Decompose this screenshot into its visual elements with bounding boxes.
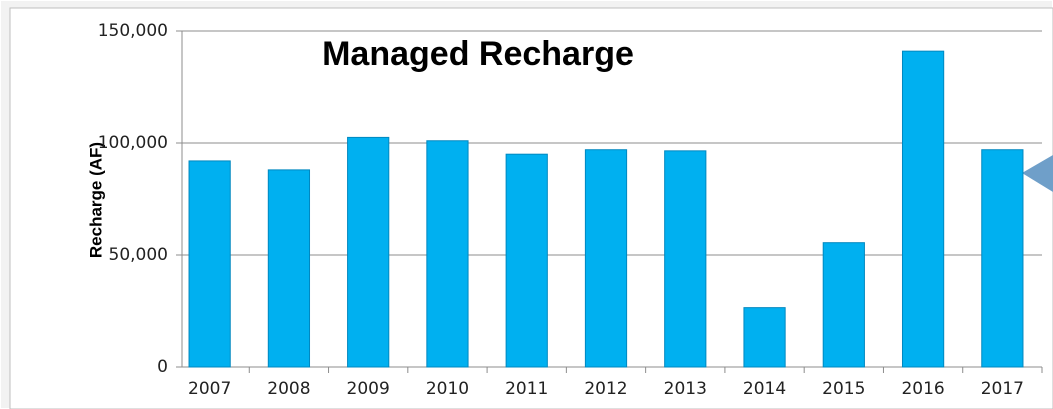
- bar: [822, 242, 865, 368]
- x-tick-label: 2013: [664, 379, 707, 399]
- pointer-arrow: [1022, 155, 1053, 192]
- x-tick-label: 2010: [426, 379, 469, 399]
- x-tick-label: 2016: [901, 379, 944, 399]
- bar: [584, 149, 628, 368]
- x-tick-label: 2008: [267, 379, 310, 399]
- y-tick-label: 100,000: [98, 133, 168, 153]
- bar: [188, 160, 231, 368]
- x-tick-label: 2011: [505, 379, 548, 399]
- bar: [664, 150, 707, 368]
- x-tick-label: 2012: [584, 379, 627, 399]
- y-tick-label: 0: [157, 357, 168, 377]
- x-tick-label: 2015: [822, 379, 865, 399]
- bar: [347, 136, 390, 368]
- x-tick-label: 2014: [743, 379, 786, 399]
- bar: [426, 140, 469, 368]
- bar: [267, 169, 311, 368]
- x-tick-label: 2007: [188, 379, 231, 399]
- bar: [901, 50, 945, 368]
- x-tick-label: 2017: [981, 379, 1024, 399]
- x-tick-label: 2009: [347, 379, 390, 399]
- bar: [505, 153, 548, 368]
- y-tick-label: 50,000: [109, 245, 168, 265]
- bar: [743, 307, 786, 368]
- chart-title: Managed Recharge: [322, 35, 634, 73]
- y-axis-label: Recharge (AF): [86, 142, 105, 258]
- y-tick-label: 150,000: [98, 21, 168, 41]
- bar: [981, 149, 1024, 368]
